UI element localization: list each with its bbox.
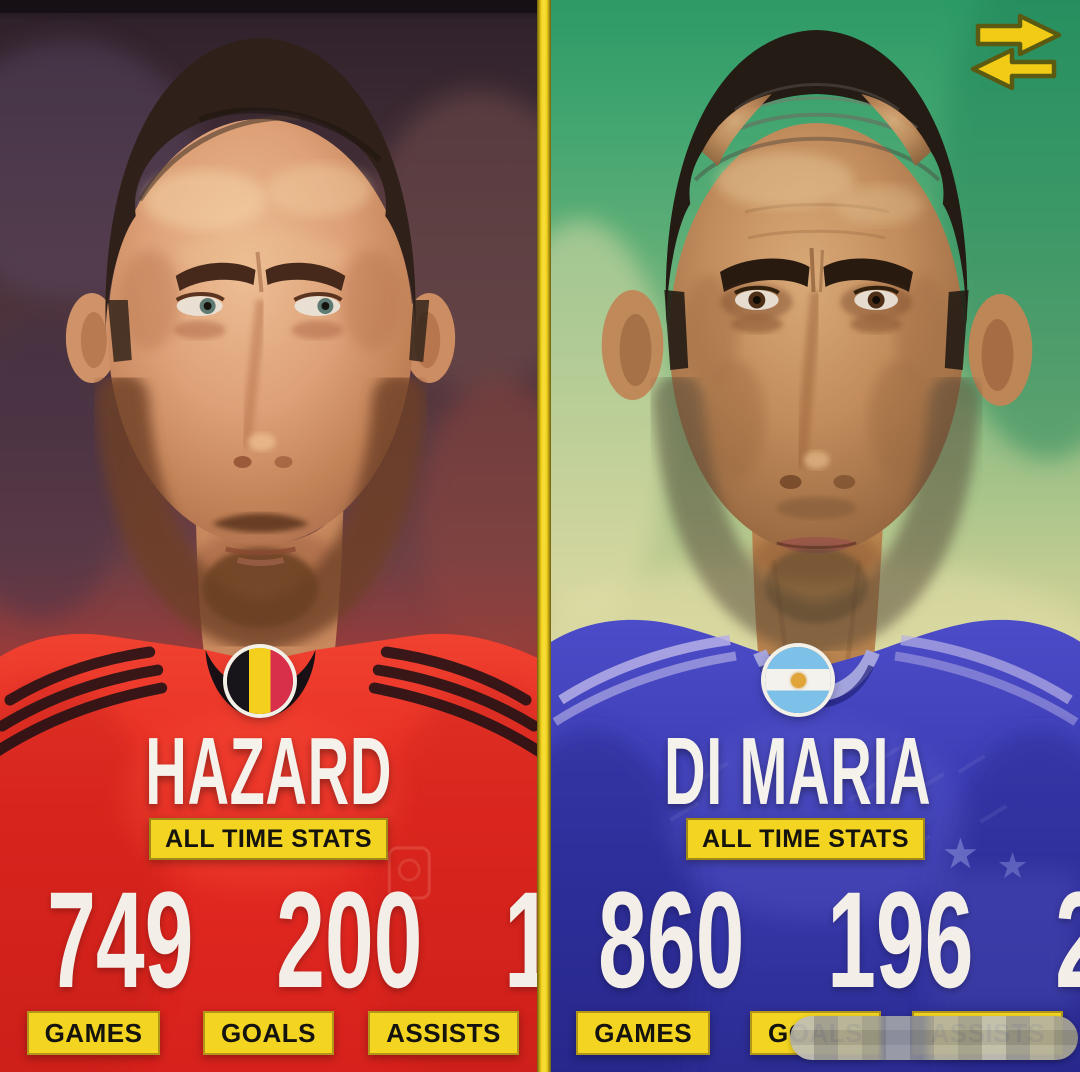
swap-arrows-icon: [970, 13, 1062, 91]
svg-text:★: ★: [942, 829, 979, 878]
stats-labels-left: GAMES GOALS ASSISTS: [6, 1011, 531, 1055]
stat-goals: 200: [275, 864, 423, 1017]
all-time-stats-badge: ALL TIME STATS: [686, 818, 925, 860]
stats-values-left: 749 200 190: [6, 872, 537, 1009]
argentina-flag-icon: [765, 647, 831, 713]
dimaria-photo: ★ ★: [551, 0, 1080, 1072]
player-name-text: HAZARD: [145, 718, 392, 825]
goals-label: GOALS: [203, 1011, 334, 1055]
stat-assists: 284: [1014, 872, 1080, 1009]
all-time-stats-badge: ALL TIME STATS: [149, 818, 388, 860]
player-name-dimaria: DI MARIA: [551, 724, 1080, 820]
hazard-photo: [0, 0, 537, 1072]
stats-title-left: ALL TIME STATS: [0, 818, 537, 860]
assists-label: ASSISTS: [368, 1011, 519, 1055]
svg-text:★: ★: [996, 846, 1028, 887]
games-label: GAMES: [576, 1011, 711, 1055]
player-name-hazard: HAZARD: [0, 724, 537, 820]
player-name-text: DI MARIA: [663, 718, 932, 825]
stat-games: 860: [598, 864, 745, 1017]
pixelated-censor-overlay: [790, 1016, 1078, 1060]
player-card-hazard: HAZARD ALL TIME STATS 749 200 190 GAMES …: [0, 0, 537, 1072]
sun-of-may-icon: [790, 672, 806, 688]
stat-games: 749: [47, 864, 194, 1017]
panel-divider: [537, 0, 551, 1072]
belgium-flag-icon: [227, 648, 293, 714]
games-label: GAMES: [26, 1011, 161, 1055]
stats-values-right: 860 196 284: [557, 872, 1080, 1009]
stat-assists: 190: [463, 872, 537, 1009]
stat-goals: 196: [826, 864, 974, 1017]
player-card-dimaria: ★ ★ DI MARIA ALL TIME STATS 860 196: [551, 0, 1080, 1072]
stats-title-right: ALL TIME STATS: [551, 818, 1080, 860]
